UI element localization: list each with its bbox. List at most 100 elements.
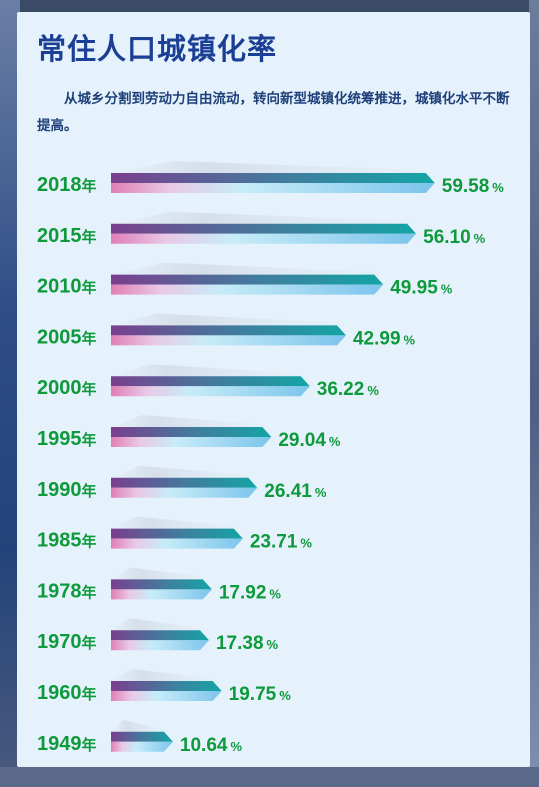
infographic-panel: 常住人口城镇化率 从城乡分割到劳动力自由流动，转向新型城镇化统筹推进，城镇化水平… [17,12,530,767]
bar-bottom-1985 [111,538,243,549]
bar-top-2005 [111,325,346,336]
year-suffix: 年 [82,380,97,398]
bar-top-1970 [111,630,209,641]
value-label-2000: 36.22% [317,379,380,400]
bar-bottom-1978 [111,589,212,600]
bar-shadow [111,262,379,275]
value-label-2015: 56.10% [423,227,486,248]
value-number: 42.99 [353,328,401,349]
value-label-1960: 19.75% [229,684,292,705]
bar-top-1949 [111,731,173,742]
description-text: 从城乡分割到劳动力自由流动，转向新型城镇化统筹推进，城镇化水平不断提高。 [37,91,510,134]
urbanization-bar-chart: 2018年 59.58 %2015年 56.10 %2010年 49.95 %2005年 42… [37,161,504,756]
value-label-1990: 26.41% [264,481,327,502]
value-unit: % [367,383,379,398]
bar-row-1949: 1949年 10.64% [37,719,243,756]
year-label-1949: 1949年 [37,733,97,755]
year-label-1995: 1995年 [37,428,97,450]
year-suffix: 年 [82,634,97,652]
year-label-2010: 2010年 [37,276,97,298]
bar-top-1960 [111,681,222,691]
year-number: 2000 [37,377,82,399]
page-title: 常住人口城镇化率 [37,32,278,66]
bar-top-1985 [111,528,243,539]
value-number: 56.10 [423,227,471,248]
value-label-1978: 17.92% [219,582,282,603]
bar-shadow [111,313,341,326]
bar-top-1978 [111,579,212,590]
value-number: 17.92 [219,582,267,603]
year-suffix: 年 [82,583,97,601]
bar-top-1995 [111,427,272,437]
bar-top-2018 [111,173,435,183]
year-number: 1970 [37,631,82,653]
bar-shadow [111,211,412,224]
value-number: 49.95 [390,278,438,299]
bar-shadow [111,669,217,681]
bar-shadow [111,516,238,529]
value-unit: % [300,536,312,551]
value-unit: % [474,231,486,246]
year-suffix: 年 [82,279,97,297]
value-label-1949: 10.64% [180,735,243,756]
bar-shadow [111,567,207,580]
value-number: 17.38 [216,633,264,654]
bar-shadow [111,618,204,631]
bar-bottom-2015 [111,233,417,244]
bar-row-1970: 1970年 17.38% [37,618,279,654]
value-label-1995: 29.04% [278,430,341,451]
year-suffix: 年 [82,177,97,195]
bar-bottom-1949 [111,741,173,752]
value-label-1985: 23.71% [250,532,313,553]
bar-row-2000: 2000年 36.22% [37,364,379,400]
value-number: 29.04 [278,430,326,451]
bar-shadow [111,465,253,478]
year-suffix: 年 [82,482,97,500]
year-label-2005: 2005年 [37,326,97,348]
bar-row-1978: 1978年 17.92% [37,567,281,603]
year-number: 1949 [37,733,82,755]
year-label-2018: 2018年 [37,174,97,196]
bar-top-2000 [111,376,310,387]
bar-top-1990 [111,477,258,488]
bar-row-2015: 2015年 56.10% [37,211,486,248]
year-label-1978: 1978年 [37,580,97,602]
value-unit: % [441,282,453,297]
year-number: 2015 [37,225,82,247]
bar-bottom-1990 [111,487,258,498]
bar-shadow [111,415,267,427]
value-label-2010: 49.95% [390,278,453,299]
value-unit: % [329,434,341,449]
year-number: 2018 [37,174,82,196]
year-number: 2010 [37,276,82,298]
bar-shadow [111,719,168,732]
year-number: 1960 [37,682,82,704]
value-unit: % [315,485,327,500]
bar-bottom-1995 [111,437,272,447]
year-suffix: 年 [82,685,97,703]
value-unit: % [492,180,504,195]
bar-row-2010: 2010年 49.95% [37,262,453,299]
bar-row-1990: 1990年 26.41% [37,465,327,502]
bar-row-1960: 1960年 19.75% [37,669,291,705]
year-label-1960: 1960年 [37,682,97,704]
year-number: 2005 [37,326,82,348]
year-label-2015: 2015年 [37,225,97,247]
value-unit: % [269,586,281,601]
bar-shadow [111,161,430,173]
year-suffix: 年 [82,228,97,246]
year-label-1990: 1990年 [37,479,97,501]
bar-row-2005: 2005年 42.99% [37,313,416,349]
value-number: 36.22 [317,379,365,400]
year-suffix: 年 [82,736,97,754]
value-label-2005: 42.99% [353,328,416,349]
bar-bottom-2010 [111,284,384,295]
value-unit: % [267,637,279,652]
background-left-strip [0,0,20,787]
year-label-1970: 1970年 [37,631,97,653]
bar-bottom-2000 [111,386,310,397]
year-label-1985: 1985年 [37,530,97,552]
year-number: 1990 [37,479,82,501]
year-suffix: 年 [82,329,97,347]
bar-shadow [111,364,305,377]
